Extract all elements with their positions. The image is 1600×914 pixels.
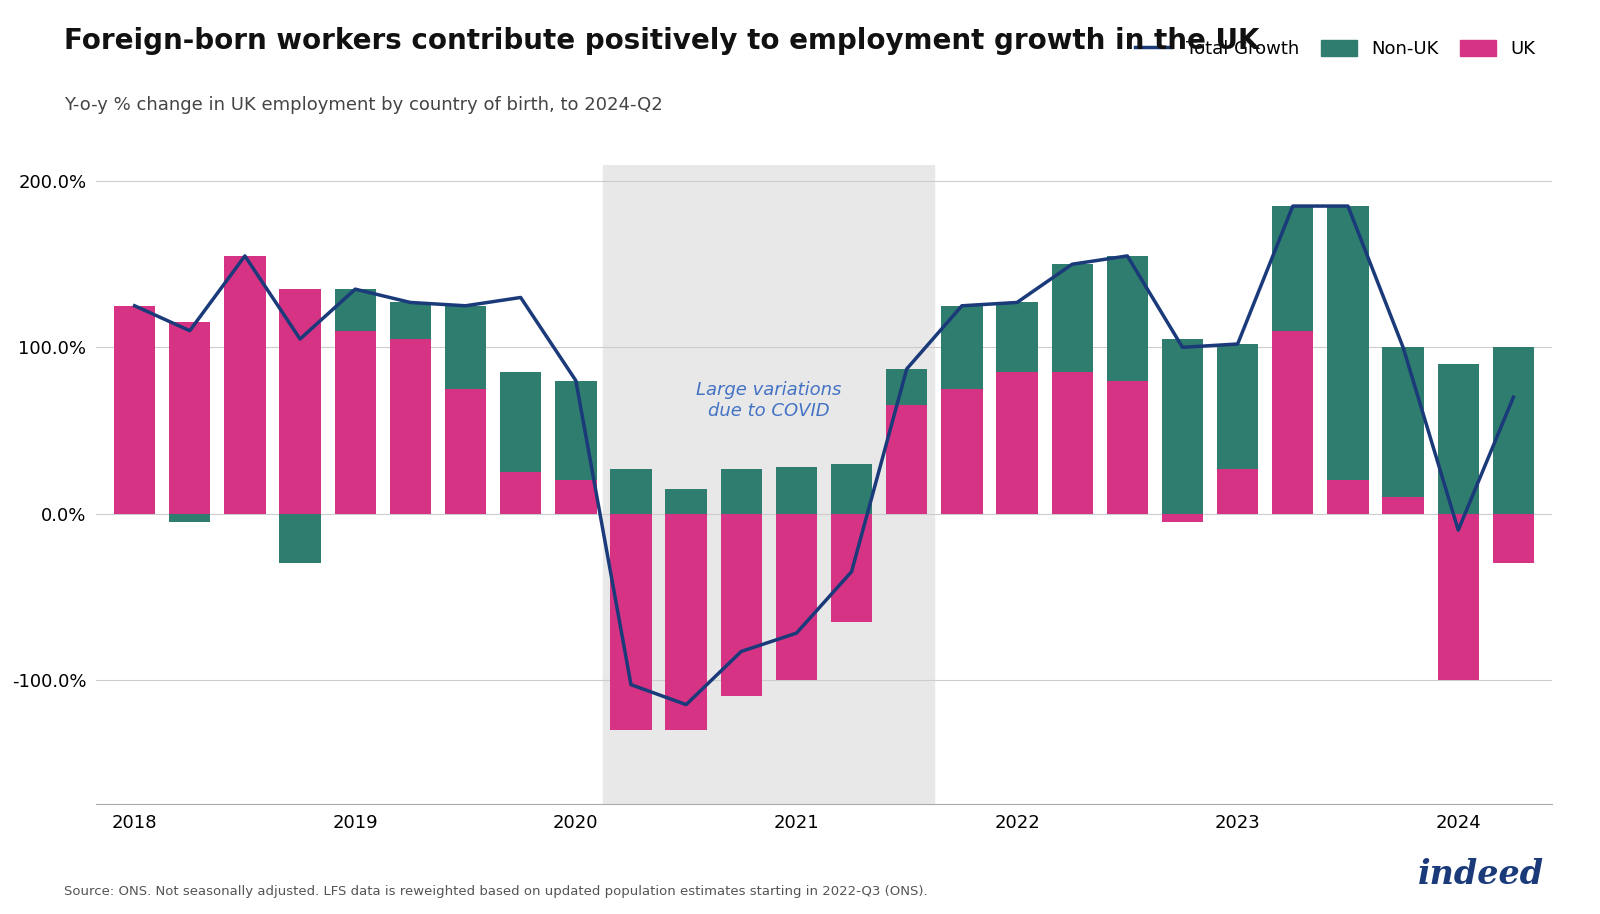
Bar (666, 489, 707, 514)
Text: indeed: indeed (1418, 858, 1544, 891)
Bar (666, 514, 707, 729)
Bar (603, 165, 934, 804)
Bar (941, 306, 982, 388)
Bar (224, 256, 266, 514)
Bar (1107, 256, 1149, 380)
Bar (1218, 469, 1258, 514)
Bar (1382, 497, 1424, 514)
Bar (555, 380, 597, 480)
Text: Source: ONS. Not seasonally adjusted. LFS data is reweighted based on updated po: Source: ONS. Not seasonally adjusted. LF… (64, 885, 928, 898)
Bar (610, 469, 651, 514)
Bar (1493, 514, 1534, 563)
Bar (390, 303, 430, 339)
Bar (610, 514, 651, 729)
Bar (1328, 206, 1368, 480)
Text: Large variations
due to COVID: Large variations due to COVID (696, 381, 842, 420)
Bar (555, 480, 597, 514)
Bar (997, 303, 1038, 372)
Bar (830, 463, 872, 514)
Bar (886, 369, 928, 406)
Bar (886, 406, 928, 514)
Bar (1218, 344, 1258, 469)
Bar (445, 388, 486, 514)
Bar (280, 289, 320, 514)
Bar (1328, 480, 1368, 514)
Bar (334, 289, 376, 331)
Bar (114, 306, 155, 514)
Bar (1493, 347, 1534, 514)
Bar (280, 514, 320, 563)
Bar (941, 388, 982, 514)
Bar (1382, 347, 1424, 497)
Text: Y-o-y % change in UK employment by country of birth, to 2024-Q2: Y-o-y % change in UK employment by count… (64, 96, 662, 114)
Bar (499, 472, 541, 514)
Bar (445, 306, 486, 388)
Bar (1051, 372, 1093, 514)
Bar (1437, 514, 1478, 680)
Bar (776, 467, 818, 514)
Bar (1162, 339, 1203, 514)
Bar (499, 372, 541, 472)
Bar (720, 469, 762, 514)
Bar (334, 331, 376, 514)
Bar (390, 339, 430, 514)
Bar (1272, 206, 1314, 331)
Bar (997, 372, 1038, 514)
Bar (170, 323, 211, 514)
Bar (1162, 514, 1203, 522)
Bar (1107, 380, 1149, 514)
Bar (1051, 264, 1093, 372)
Bar (170, 514, 211, 522)
Bar (1272, 331, 1314, 514)
Text: Foreign-born workers contribute positively to employment growth in the UK: Foreign-born workers contribute positive… (64, 27, 1259, 56)
Legend: Total Growth, Non-UK, UK: Total Growth, Non-UK, UK (1128, 33, 1542, 66)
Bar (720, 514, 762, 696)
Bar (1437, 364, 1478, 514)
Bar (830, 514, 872, 622)
Bar (776, 514, 818, 680)
